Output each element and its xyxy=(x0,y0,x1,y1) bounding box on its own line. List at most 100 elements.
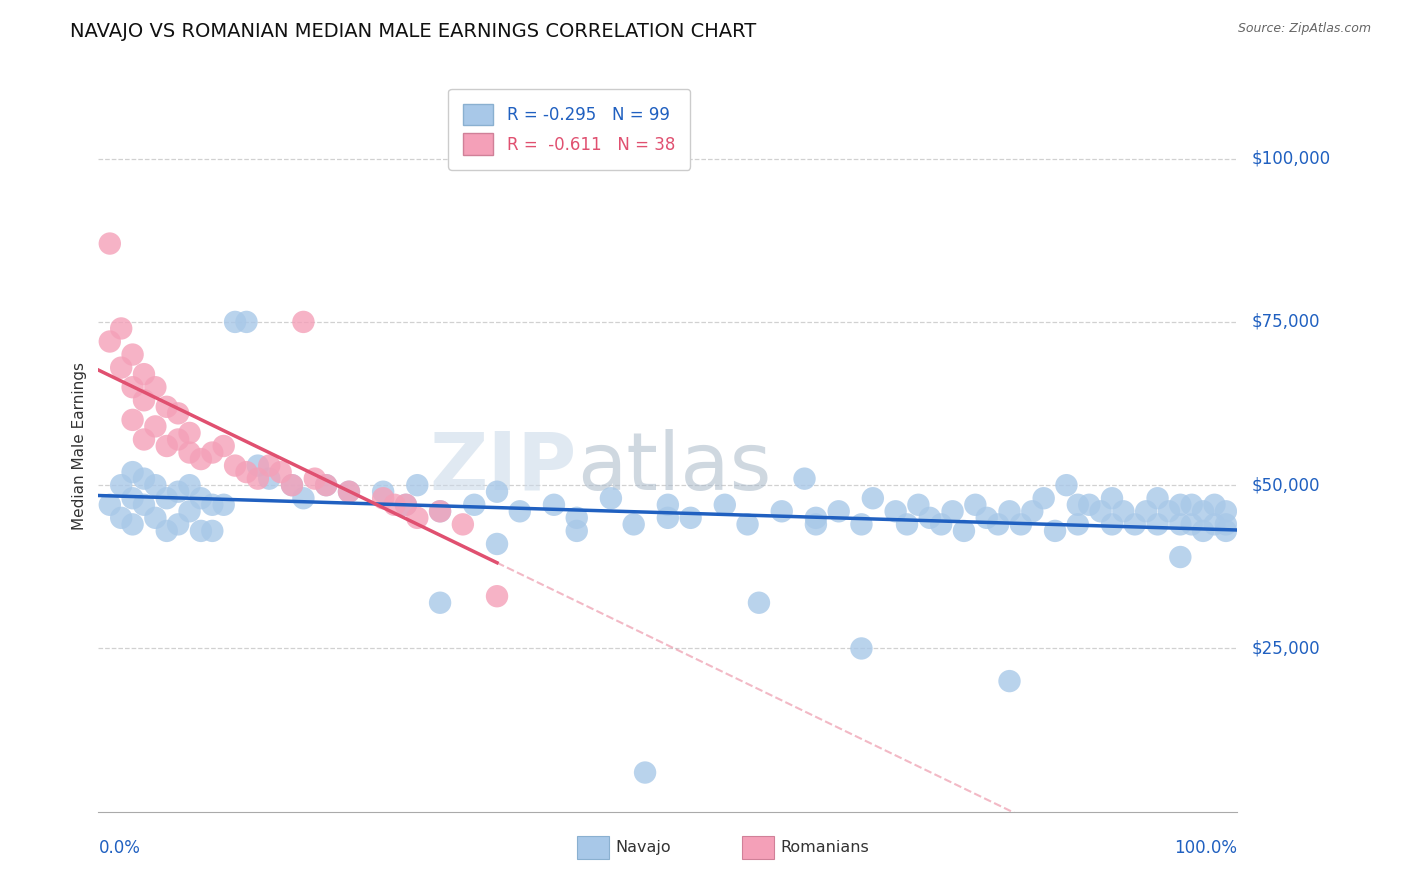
Point xyxy=(896,517,918,532)
Text: Navajo: Navajo xyxy=(616,840,671,855)
Text: $75,000: $75,000 xyxy=(1251,313,1320,331)
Point xyxy=(156,400,179,414)
Y-axis label: Median Male Earnings: Median Male Earnings xyxy=(72,362,87,530)
Point xyxy=(145,380,167,394)
Point xyxy=(224,458,246,473)
Point xyxy=(315,478,337,492)
Point xyxy=(235,465,257,479)
Point xyxy=(224,315,246,329)
Point xyxy=(942,504,965,518)
Point xyxy=(1170,549,1192,564)
Point xyxy=(121,347,143,362)
Point xyxy=(395,498,418,512)
Point xyxy=(315,478,337,492)
Point xyxy=(851,517,873,532)
Point xyxy=(486,537,509,551)
Point xyxy=(270,465,292,479)
Point xyxy=(1112,504,1135,518)
Point xyxy=(1170,517,1192,532)
Point xyxy=(167,517,190,532)
Point xyxy=(179,425,201,440)
Point xyxy=(145,419,167,434)
Point xyxy=(167,406,190,420)
Point xyxy=(179,504,201,518)
Point xyxy=(1146,517,1168,532)
Point xyxy=(281,478,304,492)
Text: 0.0%: 0.0% xyxy=(98,839,141,857)
Point xyxy=(565,511,588,525)
Point xyxy=(167,484,190,499)
Point xyxy=(804,517,827,532)
Point xyxy=(1192,504,1215,518)
Point xyxy=(145,478,167,492)
Point xyxy=(828,504,851,518)
Point xyxy=(190,452,212,467)
Point xyxy=(98,498,121,512)
Point xyxy=(1204,498,1226,512)
Point xyxy=(246,458,269,473)
Point xyxy=(918,511,941,525)
Text: $50,000: $50,000 xyxy=(1251,476,1320,494)
Point xyxy=(1204,517,1226,532)
Point xyxy=(714,498,737,512)
Point xyxy=(246,472,269,486)
Point xyxy=(1181,517,1204,532)
Point xyxy=(543,498,565,512)
Point xyxy=(212,498,235,512)
Text: atlas: atlas xyxy=(576,429,770,507)
Point xyxy=(804,511,827,525)
Point xyxy=(998,674,1021,689)
Point xyxy=(1101,517,1123,532)
Point xyxy=(965,498,987,512)
Point xyxy=(793,472,815,486)
Point xyxy=(132,367,155,381)
Point xyxy=(132,393,155,408)
Point xyxy=(884,504,907,518)
Point xyxy=(110,511,132,525)
Text: Romanians: Romanians xyxy=(780,840,869,855)
Point xyxy=(145,511,167,525)
Point xyxy=(1067,498,1090,512)
Point xyxy=(304,472,326,486)
Point xyxy=(634,765,657,780)
Point xyxy=(337,484,360,499)
Text: ZIP: ZIP xyxy=(429,429,576,507)
Point xyxy=(121,413,143,427)
Point xyxy=(862,491,884,506)
Point xyxy=(179,478,201,492)
Point xyxy=(281,478,304,492)
Point xyxy=(1043,524,1066,538)
Point xyxy=(132,472,155,486)
Point xyxy=(292,491,315,506)
Point xyxy=(156,524,179,538)
Point xyxy=(463,498,485,512)
Point xyxy=(1123,517,1146,532)
Point xyxy=(110,478,132,492)
Point xyxy=(429,504,451,518)
Point xyxy=(679,511,702,525)
Point xyxy=(737,517,759,532)
Point xyxy=(259,458,281,473)
Point xyxy=(1101,491,1123,506)
Point xyxy=(1146,491,1168,506)
Point xyxy=(1215,504,1237,518)
Point xyxy=(212,439,235,453)
Point xyxy=(132,498,155,512)
Point xyxy=(384,498,406,512)
Text: NAVAJO VS ROMANIAN MEDIAN MALE EARNINGS CORRELATION CHART: NAVAJO VS ROMANIAN MEDIAN MALE EARNINGS … xyxy=(70,22,756,41)
Point xyxy=(395,498,418,512)
Point xyxy=(156,491,179,506)
Point xyxy=(259,472,281,486)
Point xyxy=(998,504,1021,518)
Point xyxy=(121,491,143,506)
Point xyxy=(600,491,623,506)
Point xyxy=(110,321,132,335)
Point xyxy=(486,589,509,603)
Point xyxy=(929,517,952,532)
Point xyxy=(1090,504,1112,518)
Legend: R = -0.295   N = 99, R =  -0.611   N = 38: R = -0.295 N = 99, R = -0.611 N = 38 xyxy=(449,88,690,169)
Point xyxy=(907,498,929,512)
Text: 100.0%: 100.0% xyxy=(1174,839,1237,857)
Point xyxy=(976,511,998,525)
Point xyxy=(565,524,588,538)
